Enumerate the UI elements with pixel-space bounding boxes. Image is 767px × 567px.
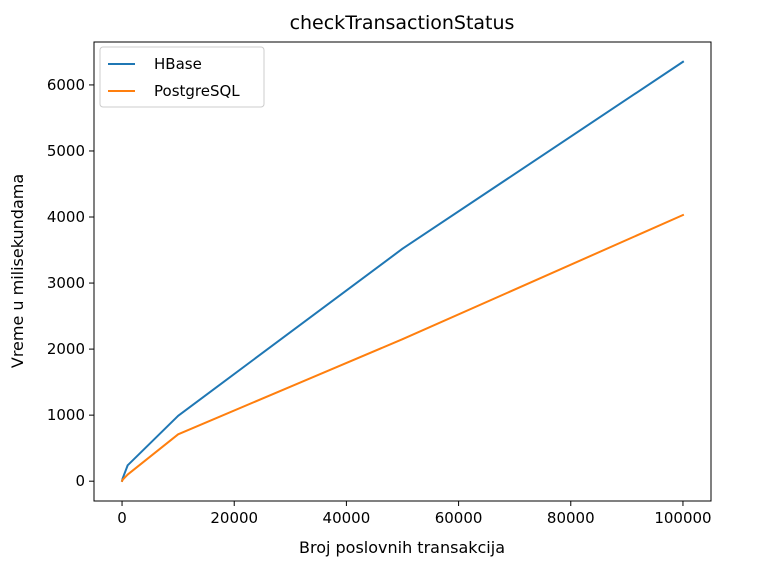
y-tick-label: 4000: [47, 208, 85, 226]
x-tick-label: 60000: [435, 509, 483, 527]
data-point-postgresql: [401, 338, 404, 340]
legend-label-hbase: HBase: [154, 55, 202, 73]
y-tick-label: 1000: [47, 406, 85, 424]
data-point-hbase: [177, 415, 179, 417]
data-point-postgresql: [682, 214, 684, 216]
x-tick-label: 0: [117, 509, 127, 527]
plot-area-frame: [93, 41, 712, 502]
series-lines: [120, 60, 685, 483]
y-tick-label: 6000: [47, 76, 85, 94]
data-point-hbase: [401, 247, 404, 250]
y-tick-label: 5000: [47, 142, 85, 160]
y-axis: 0 1000 2000 3000 4000 5000 6000: [47, 76, 94, 490]
y-axis-label: Vreme u milisekundama: [8, 174, 27, 368]
x-tick-label: 20000: [210, 509, 258, 527]
legend-label-postgresql: PostgreSQL: [154, 82, 240, 100]
data-point-postgresql: [126, 473, 129, 476]
x-axis: 0 20000 40000 60000 80000 100000: [117, 501, 712, 527]
legend-box: [99, 46, 265, 108]
data-point-postgresql: [121, 479, 124, 481]
data-point-hbase: [126, 464, 129, 467]
y-tick-label: 3000: [47, 274, 85, 292]
y-tick-label: 2000: [47, 340, 85, 358]
chart-title: checkTransactionStatus: [290, 12, 515, 34]
x-axis-label: Broj poslovnih transakcija: [299, 538, 505, 557]
x-tick-label: 40000: [323, 509, 371, 527]
legend: HBase PostgreSQL: [99, 46, 265, 108]
y-tick-label: 0: [75, 472, 85, 490]
data-point-postgresql: [177, 433, 179, 436]
x-tick-label: 100000: [654, 509, 711, 527]
x-tick-label: 80000: [547, 509, 595, 527]
data-point-hbase: [682, 61, 684, 63]
